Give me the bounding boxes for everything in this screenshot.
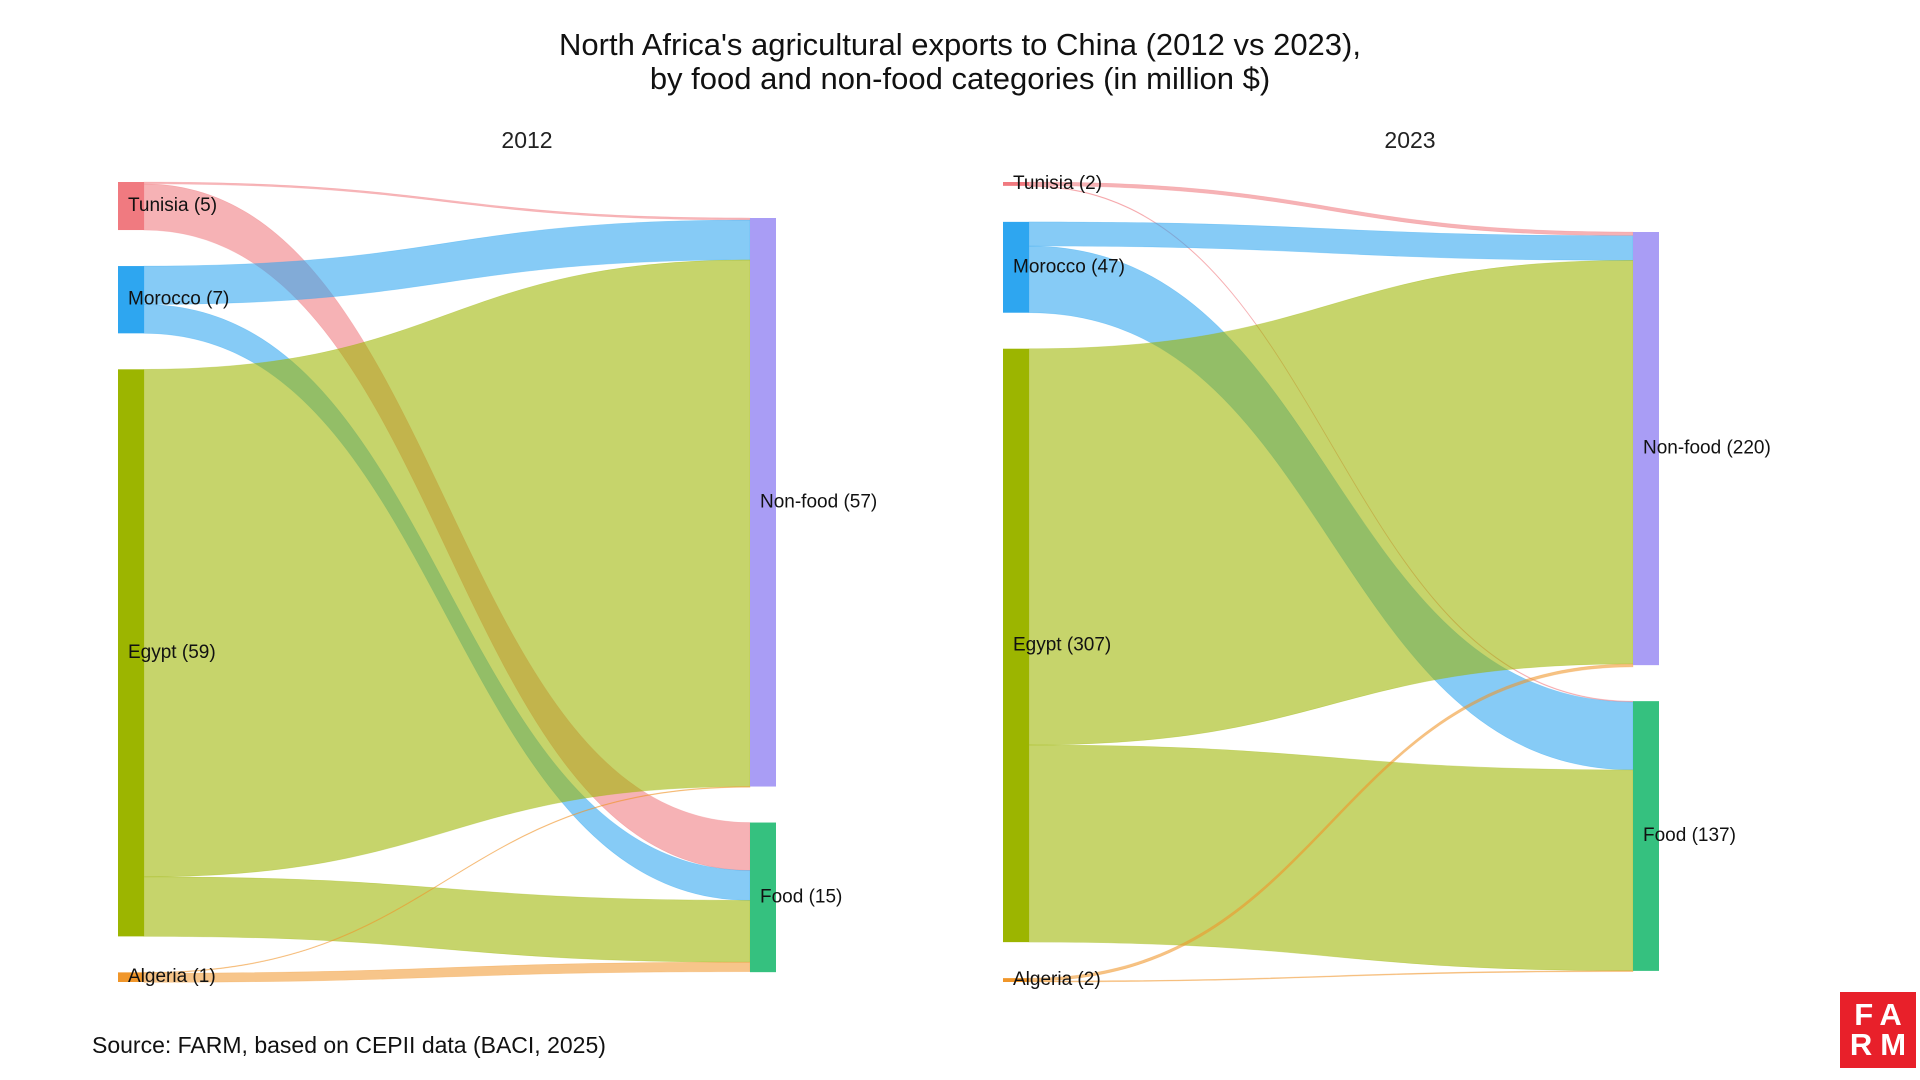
node-label-non-food: Non-food (57) (760, 491, 877, 512)
node-algeria (1003, 978, 1029, 982)
node-food (1633, 701, 1659, 971)
node-morocco (118, 266, 144, 334)
panel-title-2012: 2012 (501, 127, 552, 153)
node-tunisia (118, 182, 144, 231)
flow-algeria-to-non-food (143, 786, 751, 974)
node-algeria (118, 972, 144, 982)
node-food (750, 822, 776, 973)
node-label-tunisia: Tunisia (5) (128, 195, 217, 216)
chart-title-line-1: North Africa's agricultural exports to C… (559, 27, 1361, 62)
node-label-non-food: Non-food (220) (1643, 438, 1771, 459)
panel-title-2023: 2023 (1384, 127, 1435, 153)
flow-links (143, 181, 751, 983)
chart-title-line-2: by food and non-food categories (in mill… (649, 61, 1271, 96)
flow-algeria-to-food (1028, 970, 1634, 983)
node-morocco (1003, 221, 1029, 313)
sankey-panel-2023: 2023 Tunisia (2) Morocco (47) Egypt (307) Al… (1003, 127, 1771, 990)
node-label-morocco: Morocco (7) (128, 289, 229, 310)
chart-title: North Africa's agricultural exports to C… (0, 28, 1920, 96)
node-label-tunisia: Tunisia (2) (1013, 173, 1102, 194)
flow-algeria-to-food (143, 961, 751, 983)
node-label-algeria: Algeria (2) (1013, 969, 1101, 990)
flow-morocco-to-non-food (1028, 221, 1634, 261)
source-note: Source: FARM, based on CEPII data (BACI,… (92, 1032, 606, 1058)
flow-algeria-to-non-food (1028, 663, 1634, 982)
node-label-algeria: Algeria (1) (128, 966, 216, 987)
node-label-egypt: Egypt (307) (1013, 634, 1111, 655)
node-non-food (750, 218, 776, 787)
node-tunisia (1003, 182, 1029, 186)
node-label-morocco: Morocco (47) (1013, 256, 1125, 277)
flow-links (1028, 181, 1634, 983)
farm-logo: FA RM (1840, 992, 1916, 1068)
sankey-panel-2012: 2012 Tunisia (5) Morocco (7) Egypt (59) Alge… (118, 127, 877, 987)
logo-text-line-2: RM (1849, 1027, 1915, 1062)
flow-egypt-to-food (143, 876, 751, 963)
node-label-food: Food (15) (760, 886, 842, 907)
flow-egypt-to-food (1028, 744, 1634, 971)
flow-egypt-to-non-food (1028, 260, 1634, 746)
node-label-egypt: Egypt (59) (128, 642, 216, 663)
node-egypt (1003, 348, 1029, 943)
logo-text-line-1: FA (1854, 997, 1910, 1032)
node-label-food: Food (137) (1643, 825, 1736, 846)
node-egypt (118, 369, 144, 937)
node-non-food (1633, 232, 1659, 666)
